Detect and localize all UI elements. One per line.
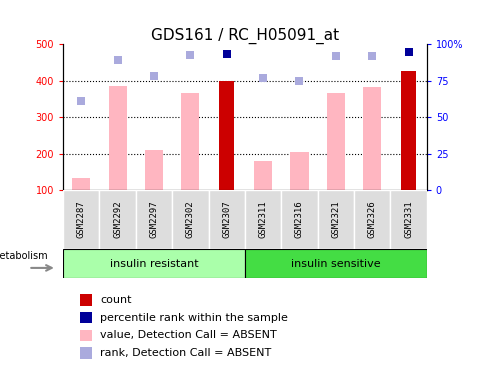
Bar	[172, 190, 208, 249]
Point	[331, 53, 339, 59]
Bar	[219, 81, 234, 190]
Point	[186, 52, 194, 58]
Text: GSM2311: GSM2311	[258, 201, 267, 238]
Bar	[99, 190, 136, 249]
Text: GSM2326: GSM2326	[367, 201, 376, 238]
Point	[150, 73, 157, 79]
Point	[77, 98, 85, 104]
Bar	[326, 93, 344, 190]
Bar	[208, 190, 244, 249]
Bar	[290, 152, 308, 190]
Text: insulin sensitive: insulin sensitive	[290, 258, 380, 269]
Text: insulin resistant: insulin resistant	[109, 258, 198, 269]
Bar	[244, 190, 281, 249]
Text: metabolism: metabolism	[0, 251, 47, 261]
Text: percentile rank within the sample: percentile rank within the sample	[100, 313, 287, 323]
Text: GSM2302: GSM2302	[185, 201, 195, 238]
Point	[113, 57, 121, 63]
Bar	[63, 190, 99, 249]
Bar	[353, 190, 390, 249]
Text: GSM2307: GSM2307	[222, 201, 231, 238]
Bar	[136, 190, 172, 249]
Text: GSM2321: GSM2321	[331, 201, 340, 238]
Point	[404, 49, 411, 55]
Bar	[63, 249, 244, 278]
Bar	[79, 347, 92, 359]
Bar	[181, 93, 199, 190]
Point	[222, 51, 230, 57]
Bar	[244, 249, 426, 278]
Text: count: count	[100, 295, 131, 305]
Bar	[79, 330, 92, 341]
Text: rank, Detection Call = ABSENT: rank, Detection Call = ABSENT	[100, 348, 271, 358]
Bar	[79, 294, 92, 306]
Point	[368, 53, 376, 59]
Text: GSM2292: GSM2292	[113, 201, 122, 238]
Bar	[390, 190, 426, 249]
Bar	[145, 150, 163, 190]
Bar	[363, 87, 380, 190]
Point	[258, 75, 266, 81]
Text: GSM2287: GSM2287	[76, 201, 86, 238]
Text: GSM2297: GSM2297	[149, 201, 158, 238]
Bar	[254, 161, 272, 190]
Bar	[79, 312, 92, 323]
Bar	[108, 86, 126, 190]
Title: GDS161 / RC_H05091_at: GDS161 / RC_H05091_at	[151, 28, 338, 44]
Text: GSM2316: GSM2316	[294, 201, 303, 238]
Bar	[400, 71, 415, 190]
Bar	[72, 178, 90, 190]
Point	[295, 78, 303, 84]
Text: value, Detection Call = ABSENT: value, Detection Call = ABSENT	[100, 330, 276, 340]
Bar	[317, 190, 353, 249]
Text: GSM2331: GSM2331	[403, 201, 412, 238]
Bar	[281, 190, 317, 249]
